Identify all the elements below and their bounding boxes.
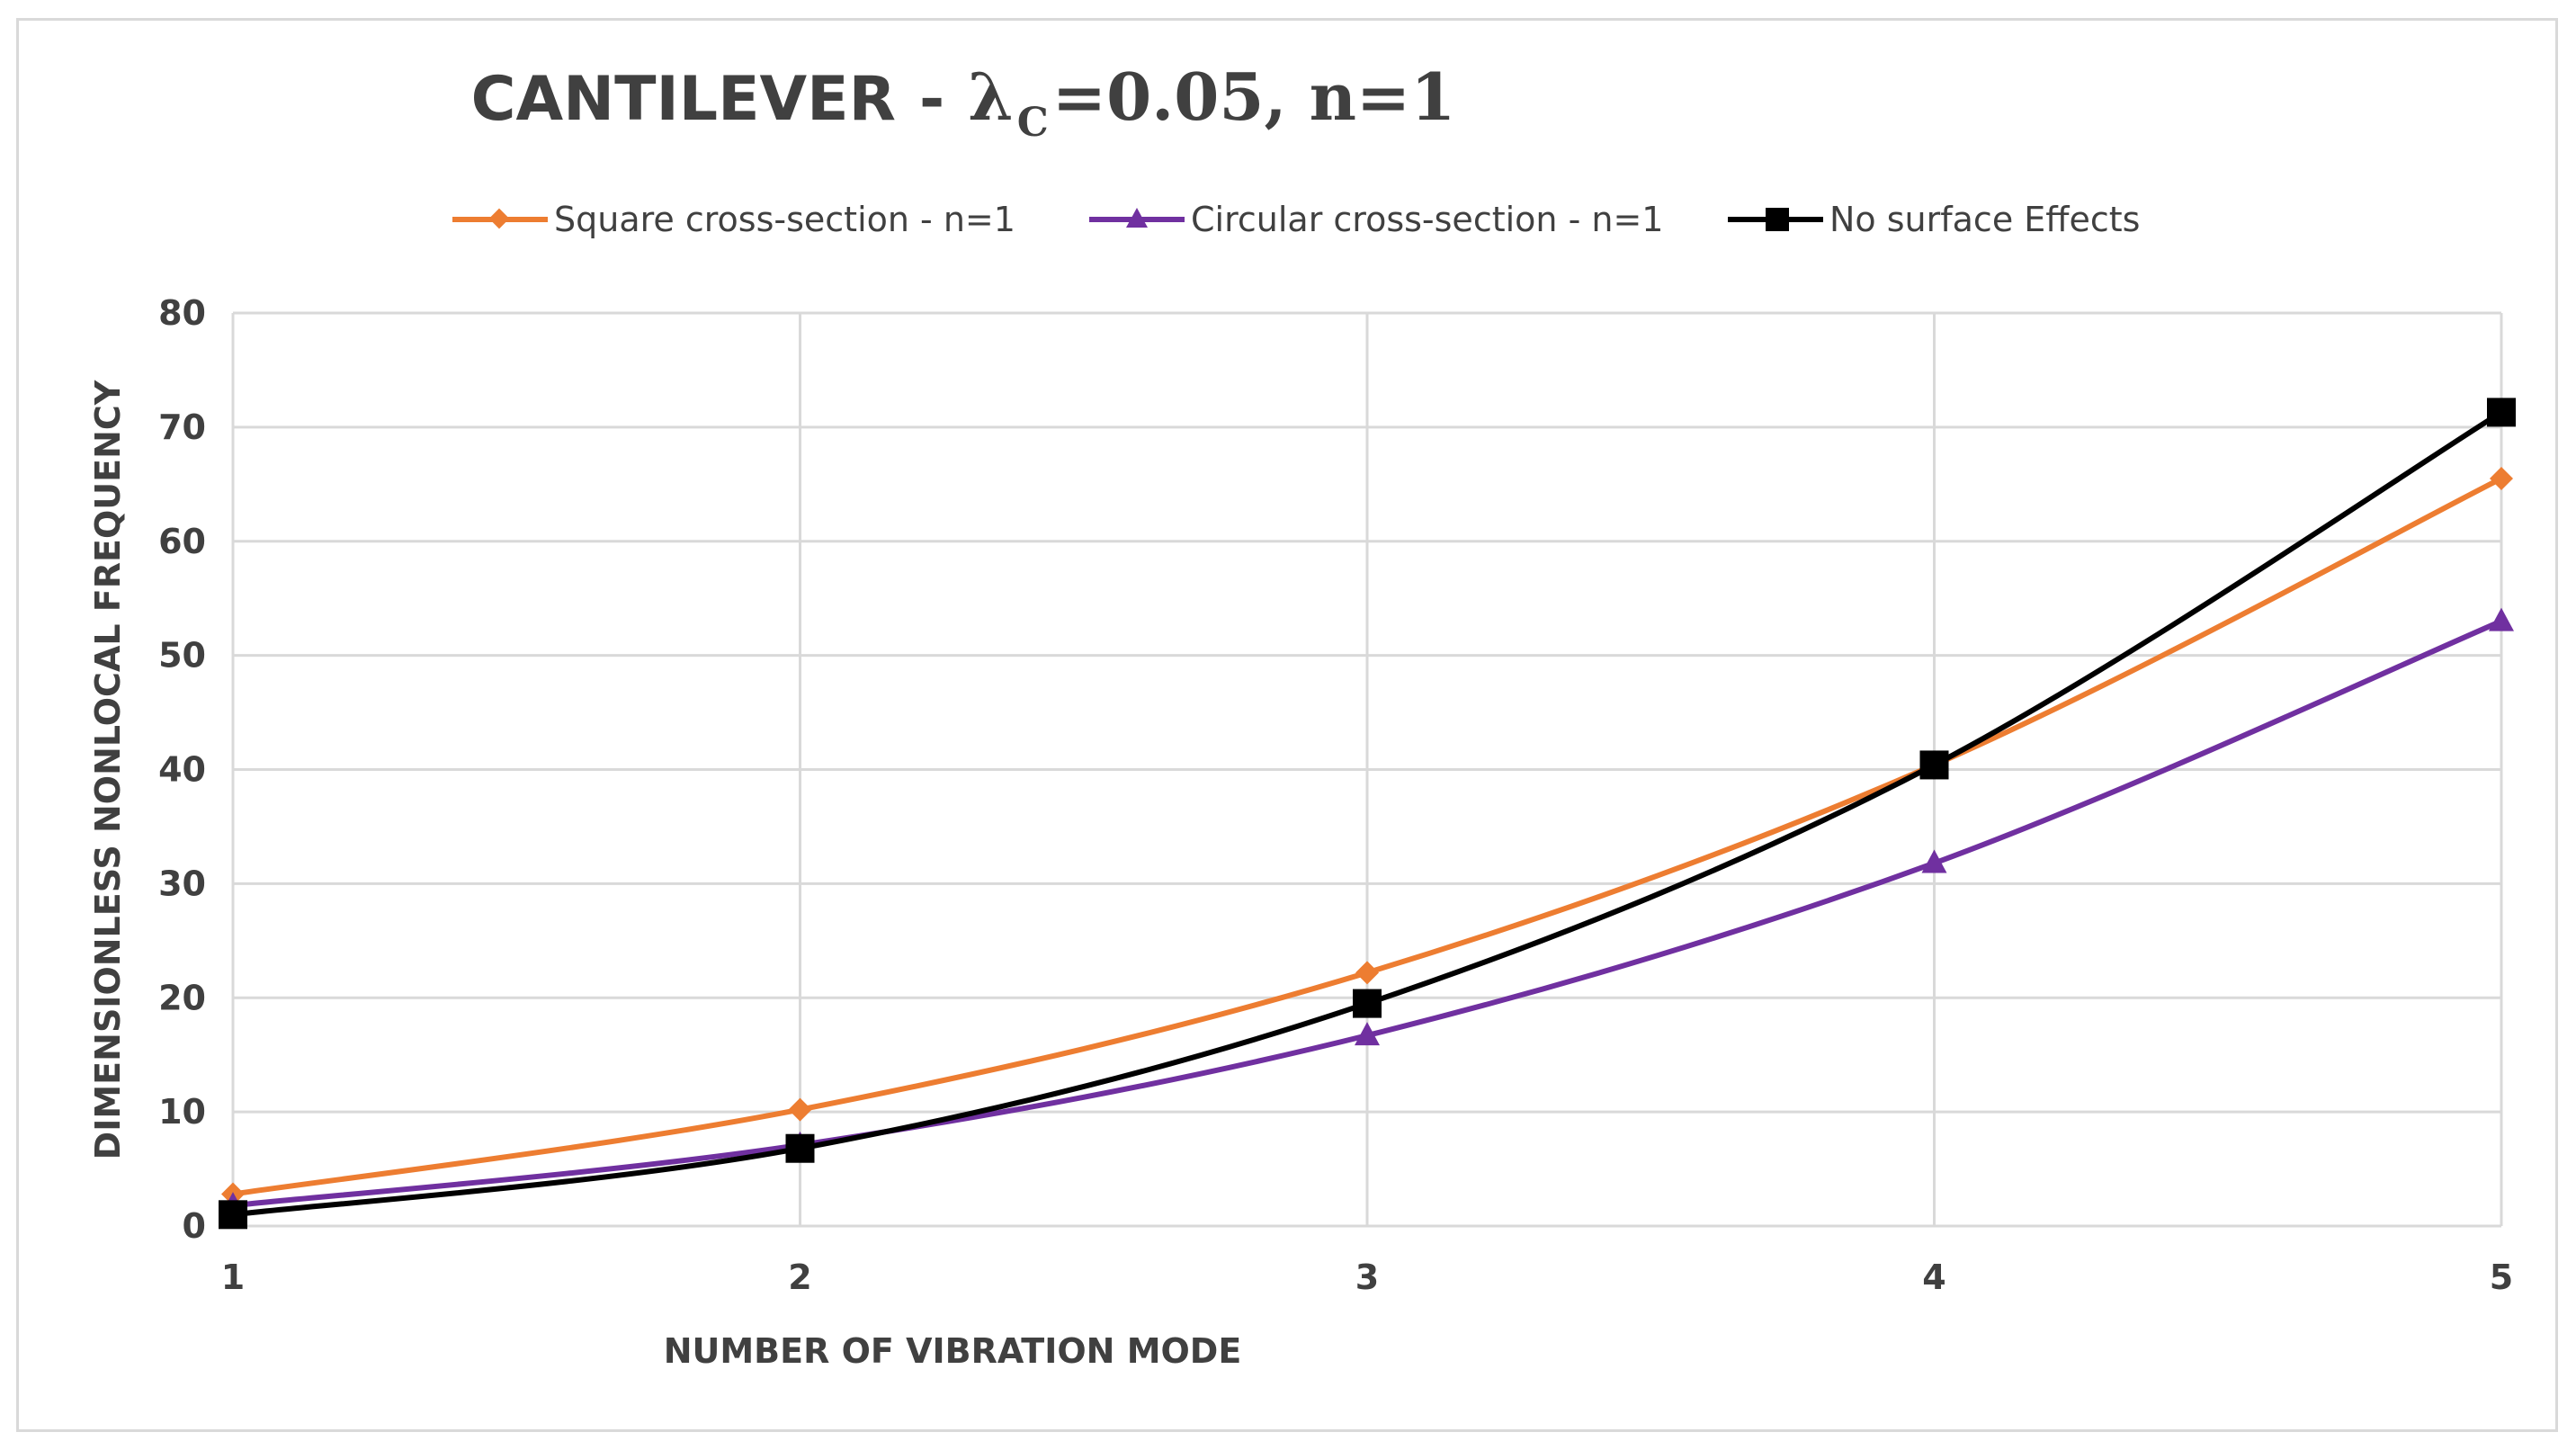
legend-marker-square-diamond-icon: [488, 208, 510, 229]
y-tick-label: 80: [158, 293, 206, 333]
y-tick-label: 20: [158, 978, 206, 1017]
x-axis-label: NUMBER OF VIBRATION MODE: [664, 1331, 1242, 1371]
data-point-triangle: [1921, 849, 1947, 873]
chart-title-subscript: C: [1017, 100, 1049, 146]
y-tick-label: 10: [158, 1092, 206, 1132]
x-tick-label: 3: [1355, 1258, 1379, 1297]
chart-title-dash: -: [919, 64, 944, 135]
chart-title-rest: =0.05, n=1: [1052, 58, 1456, 135]
legend-entry-circular: Circular cross-section - n=1: [1089, 200, 1663, 239]
series-square: [219, 398, 2516, 1230]
series-layer: [219, 398, 2516, 1230]
legend-label-square: Square cross-section - n=1: [554, 200, 1015, 239]
legend-entry-square: Square cross-section - n=1: [452, 200, 1015, 239]
chart-title-lambda: λ: [968, 58, 1013, 135]
y-tick-label: 60: [158, 522, 206, 561]
y-axis-tick-labels: 0 10 20 30 40 50 60 70 80: [158, 293, 206, 1246]
x-tick-label: 1: [221, 1258, 245, 1297]
data-point-diamond: [2490, 466, 2513, 490]
chart-frame: CANTILEVER - λ C =0.05, n=1 Square cross…: [16, 18, 2558, 1432]
data-point-square: [2487, 398, 2516, 427]
data-point-triangle: [2489, 607, 2514, 631]
legend-label-circular: Circular cross-section - n=1: [1191, 200, 1663, 239]
chart-title-prefix: CANTILEVER: [471, 64, 896, 135]
x-axis-tick-labels: 1 2 3 4 5: [221, 1258, 2513, 1297]
y-axis-label: DIMENSIONLESS NONLOCAL FREQUENCY: [88, 380, 128, 1159]
data-point-square: [1919, 750, 1949, 780]
legend-marker-no-surface-square-icon: [1766, 208, 1789, 231]
legend-label-no-surface: No surface Effects: [1829, 200, 2140, 239]
y-tick-label: 40: [158, 750, 206, 790]
data-point-square: [219, 1200, 247, 1230]
y-tick-label: 0: [183, 1206, 206, 1246]
y-tick-label: 70: [158, 407, 206, 447]
plot-area: 0 10 20 30 40 50 60 70 80 1 2 3 4 5: [158, 293, 2516, 1297]
data-point-diamond: [1355, 961, 1379, 985]
y-tick-label: 30: [158, 864, 206, 903]
legend-marker-circular-triangle-icon: [1126, 208, 1148, 228]
data-point-square: [1353, 989, 1382, 1018]
y-tick-label: 50: [158, 636, 206, 676]
data-point-triangle: [1355, 1022, 1380, 1046]
legend: Square cross-section - n=1 Circular cros…: [452, 200, 2140, 239]
data-point-square: [785, 1133, 815, 1163]
line-chart: CANTILEVER - λ C =0.05, n=1 Square cross…: [88, 58, 2516, 1371]
x-tick-label: 2: [788, 1258, 811, 1297]
chart-title: CANTILEVER - λ C =0.05, n=1: [471, 58, 1456, 146]
x-tick-label: 4: [1922, 1258, 1945, 1297]
x-tick-label: 5: [2490, 1258, 2513, 1297]
legend-entry-no-surface: No surface Effects: [1728, 200, 2140, 239]
data-point-diamond: [788, 1097, 812, 1122]
